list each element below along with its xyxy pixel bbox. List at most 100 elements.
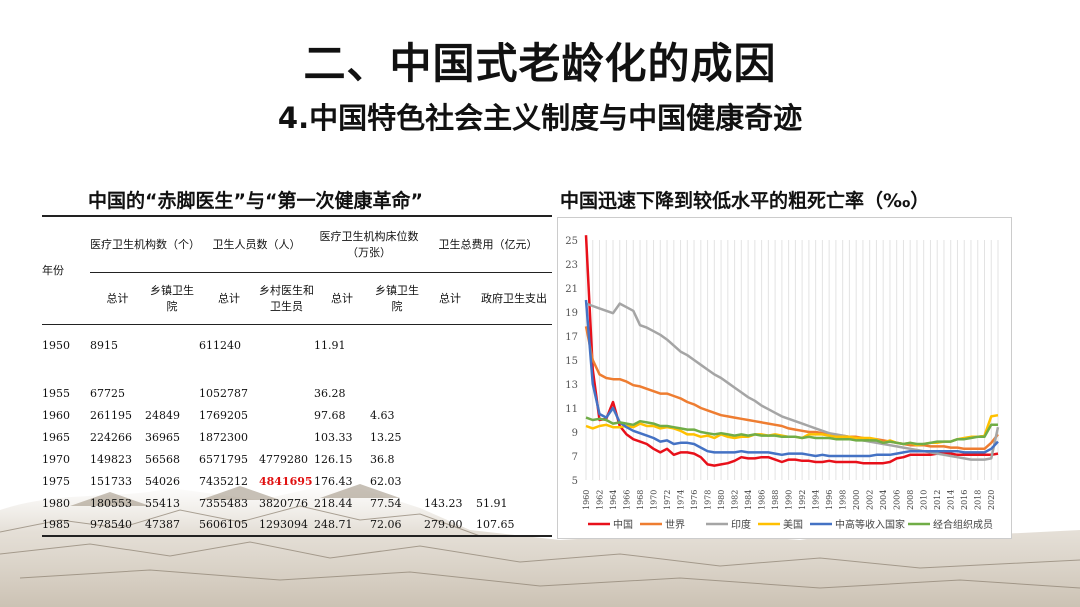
table-cell: 1052787: [199, 386, 248, 400]
subheader: 总计: [314, 271, 370, 324]
series-line: [584, 235, 999, 467]
x-tick-label: 1984: [744, 490, 753, 510]
table-row: 1950 8915 611240 11.91: [42, 324, 552, 382]
table-row: 1960 261195 24849 1769205 97.68 4.63: [42, 404, 552, 426]
year-cell: 1950: [42, 338, 70, 352]
table-cell: [259, 382, 314, 404]
x-tick-label: 2002: [866, 490, 875, 510]
table-cell: [370, 382, 424, 404]
y-tick-label: 13: [565, 380, 578, 391]
table-cell: 1769205: [199, 408, 248, 422]
table-cell: [476, 324, 552, 382]
x-tick-label: 1996: [825, 490, 834, 510]
x-tick-label: 2020: [987, 490, 996, 510]
table-cell: 36.8: [370, 452, 395, 466]
legend-label: 美国: [783, 518, 803, 531]
table-cell: [476, 448, 552, 470]
table-cell: 261195: [90, 408, 132, 422]
table-cell: 143.23: [424, 496, 463, 510]
y-tick-label: 19: [565, 308, 578, 319]
year-cell: 1965: [42, 430, 70, 444]
series-line: [584, 299, 999, 458]
table-cell: [145, 382, 199, 404]
y-tick-label: 9: [572, 428, 578, 439]
year-cell: 1955: [42, 386, 70, 400]
table-cell: 11.91: [314, 338, 346, 352]
table-cell: 4841695: [259, 474, 313, 488]
x-tick-label: 1964: [609, 490, 618, 510]
year-cell: 1970: [42, 452, 70, 466]
x-tick-label: 1972: [663, 490, 672, 510]
year-cell: 1980: [42, 496, 70, 510]
legend-label: 经合组织成员: [933, 518, 993, 531]
series-line: [584, 326, 999, 451]
table-row: 1975 151733 54026 7435212 4841695 176.43 62.03: [42, 470, 552, 492]
table-cell: 7355483: [199, 496, 248, 510]
table-row: 1970 149823 56568 6571795 4779280 126.15 36.8: [42, 448, 552, 470]
table-cell: 51.91: [476, 496, 508, 510]
group-header: 医疗卫生机构数（个）: [90, 238, 200, 252]
legend-label: 印度: [731, 518, 751, 531]
table-cell: 611240: [199, 338, 241, 352]
table-row: 1980 180553 55413 7355483 3820776 218.44 77.54…: [42, 492, 552, 514]
table-cell: 6571795: [199, 452, 248, 466]
table-cell: 218.44: [314, 496, 353, 510]
x-tick-label: 2016: [960, 490, 969, 510]
table-cell: 279.00: [424, 518, 463, 531]
x-tick-label: 1966: [623, 490, 632, 510]
health-statistics-table: 年份 医疗卫生机构数（个） 卫生人员数（人） 医疗卫生机构床位数（万张） 卫生总…: [42, 215, 552, 537]
x-tick-label: 1960: [582, 490, 591, 510]
subheader: 总计: [199, 271, 259, 324]
table-row: 1965 224266 36965 1872300 103.33 13.25: [42, 426, 552, 448]
x-tick-label: 1982: [731, 490, 740, 510]
table-cell: [424, 324, 476, 382]
group-header: 医疗卫生机构床位数（万张）: [319, 230, 419, 260]
group-header: 卫生总费用（亿元）: [438, 238, 538, 252]
x-tick-label: 1986: [758, 490, 767, 510]
table-cell: 8915: [90, 338, 118, 352]
year-cell: 1985: [42, 518, 70, 531]
x-tick-label: 1976: [690, 490, 699, 510]
table-cell: [259, 324, 314, 382]
table-row: 1985 978540 47387 5606105 1293094 248.71 72.06…: [42, 514, 552, 536]
year-cell: 1975: [42, 474, 70, 488]
table-cell: [259, 426, 314, 448]
table-cell: 3820776: [259, 496, 308, 510]
table-cell: 1293094: [259, 518, 308, 531]
table-cell: 67725: [90, 386, 125, 400]
subheader: 乡镇卫生院: [370, 271, 424, 324]
y-tick-label: 23: [565, 260, 578, 271]
table-cell: 126.15: [314, 452, 353, 466]
legend-label: 中国: [613, 518, 633, 531]
table-cell: 248.71: [314, 518, 353, 531]
table-cell: 107.65: [476, 518, 515, 531]
x-tick-label: 1992: [798, 490, 807, 510]
table-cell: 36965: [145, 430, 180, 444]
x-tick-label: 2010: [920, 490, 929, 510]
y-tick-label: 25: [565, 236, 578, 247]
subheader: 政府卫生支出: [476, 271, 552, 324]
table-cell: 13.25: [370, 430, 402, 444]
table-cell: 5606105: [199, 518, 248, 531]
slide-title: 二、中国式老龄化的成因: [303, 39, 777, 88]
ink-landscape-decoration: [0, 482, 1080, 607]
table-heading: 中国的“赤脚医生”与“第一次健康革命”: [88, 190, 423, 212]
subheader: 总计: [424, 271, 476, 324]
table-cell: 4.63: [370, 408, 395, 422]
table-cell: 176.43: [314, 474, 353, 488]
table-cell: [476, 382, 552, 404]
legend-label: 中高等收入国家: [835, 518, 905, 531]
x-tick-label: 1978: [704, 490, 713, 510]
group-header: 卫生人员数（人）: [212, 238, 301, 252]
table-cell: [476, 404, 552, 426]
x-tick-label: 2004: [879, 490, 888, 510]
chart-heading: 中国迅速下降到较低水平的粗死亡率（‰）: [560, 190, 930, 212]
x-tick-label: 1994: [812, 490, 821, 510]
table-cell: 36.28: [314, 386, 346, 400]
x-tick-label: 2008: [906, 490, 915, 510]
y-tick-label: 5: [572, 476, 578, 487]
x-tick-label: 2014: [947, 490, 956, 510]
table-cell: 7435212: [199, 474, 248, 488]
table-cell: [145, 324, 199, 382]
